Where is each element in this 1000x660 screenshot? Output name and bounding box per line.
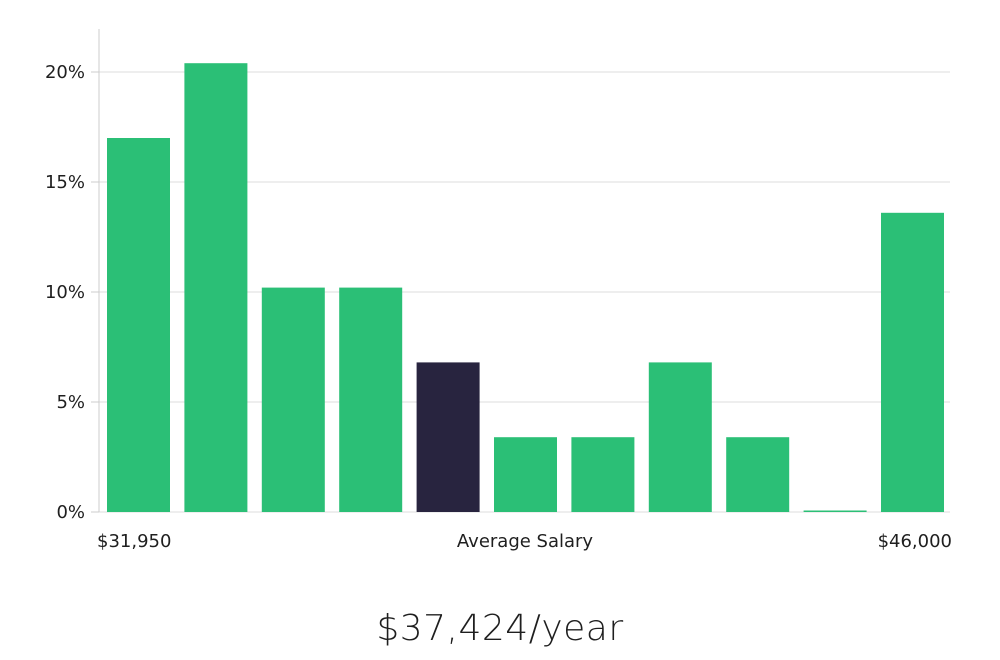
bar [107, 138, 170, 512]
y-tick-label: 10% [45, 282, 85, 303]
y-tick-label: 15% [45, 172, 85, 193]
average-salary-value: $37,424/year [376, 608, 624, 649]
bar [726, 437, 790, 512]
bar [648, 362, 712, 512]
bar [184, 63, 248, 512]
bars [107, 63, 944, 513]
bar [571, 437, 635, 512]
y-tick-label: 20% [45, 62, 85, 83]
y-tick-label: 5% [56, 392, 85, 413]
x-label-max: $46,000 [878, 531, 952, 552]
bar-average [416, 362, 480, 512]
salary-distribution-chart: 0% 5% 10% 15% 20% $31,950 Average Salary $46… [45, 29, 952, 552]
x-label-min: $31,950 [97, 531, 171, 552]
bar [803, 510, 867, 512]
y-tick-label: 0% [56, 502, 85, 523]
y-tick-labels: 0% 5% 10% 15% 20% [45, 62, 85, 523]
bar [881, 212, 944, 513]
bar [339, 287, 403, 512]
bar [261, 287, 325, 512]
x-label-average: Average Salary [457, 531, 594, 552]
bar [494, 437, 557, 512]
